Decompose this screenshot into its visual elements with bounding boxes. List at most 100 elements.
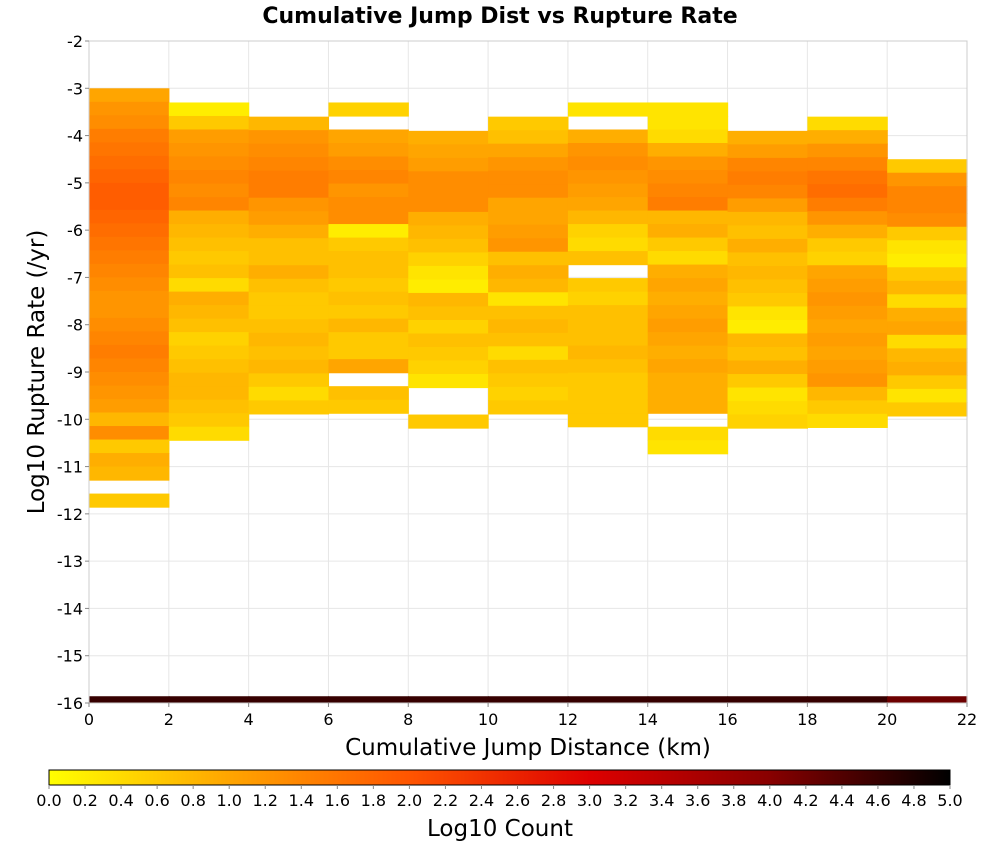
heatmap-cell <box>887 267 968 282</box>
heatmap-cell <box>647 426 729 441</box>
heatmap-cell <box>89 453 170 468</box>
heatmap-cell <box>727 238 808 254</box>
heatmap-cell <box>408 184 489 199</box>
heatmap-cell <box>887 253 968 268</box>
heatmap-cell <box>567 345 649 360</box>
chart-title: Cumulative Jump Dist vs Rupture Rate <box>262 4 737 29</box>
heatmap-cell <box>807 400 888 415</box>
heatmap-cell <box>89 88 170 103</box>
heatmap-cell <box>567 129 649 144</box>
heatmap-cell <box>89 399 170 414</box>
colorbar-tick-label: 0.0 <box>36 791 61 810</box>
heatmap-cell <box>727 319 808 335</box>
heatmap-cell <box>807 278 888 293</box>
colorbar-tick-label: 3.0 <box>577 791 602 810</box>
y-axis-label: Log10 Rupture Rate (/yr) <box>24 230 50 515</box>
heatmap-cell <box>727 279 808 294</box>
heatmap-cell <box>488 197 569 212</box>
heatmap-cell <box>89 385 170 400</box>
heatmap-cell <box>567 197 649 212</box>
heatmap-cell <box>408 171 489 186</box>
heatmap-cell <box>887 294 968 309</box>
heatmap-cell <box>727 360 808 375</box>
heatmap-cell <box>647 115 729 131</box>
heatmap-cell <box>248 130 330 145</box>
heatmap-cell <box>248 116 330 131</box>
heatmap-cell <box>727 171 808 186</box>
heatmap-cell <box>168 224 250 239</box>
heatmap-cell <box>887 696 968 703</box>
heatmap-cell <box>168 345 250 360</box>
heatmap-cell <box>727 184 808 199</box>
heatmap-cell <box>567 156 649 171</box>
heatmap-cell <box>168 197 250 212</box>
heatmap-cell <box>328 264 409 279</box>
heatmap-cell <box>408 252 489 267</box>
heatmap-cell <box>89 493 170 508</box>
heatmap-cell <box>488 373 569 388</box>
heatmap-cell <box>89 223 170 238</box>
heatmap-cell <box>168 413 250 428</box>
heatmap-cell <box>567 359 649 374</box>
heatmap-cell <box>567 372 649 387</box>
heatmap-cell <box>408 374 489 389</box>
heatmap-cell <box>727 374 808 389</box>
heatmap-cell <box>89 101 170 116</box>
heatmap-cell <box>647 318 729 333</box>
heatmap-cell <box>89 142 170 157</box>
colorbar-tick-label: 1.4 <box>289 791 314 810</box>
heatmap-cell <box>248 400 330 415</box>
heatmap-cell <box>408 238 489 254</box>
heatmap-cell <box>408 292 489 308</box>
x-axis-label: Cumulative Jump Distance (km) <box>345 735 711 761</box>
heatmap-cell <box>567 696 649 703</box>
heatmap-cell <box>328 251 409 266</box>
heatmap-cell <box>408 319 489 335</box>
heatmap-cell <box>408 211 489 227</box>
heatmap-cell <box>647 345 729 360</box>
colorbar-tick-label: 5.0 <box>937 791 962 810</box>
x-tick-label: 10 <box>478 710 498 729</box>
heatmap-cell <box>567 332 649 347</box>
heatmap-cell <box>168 318 250 333</box>
heatmap-cell <box>488 400 569 415</box>
y-tick-label: -16 <box>57 694 83 713</box>
heatmap-cell <box>248 319 330 334</box>
heatmap-cell <box>168 386 250 401</box>
heatmap-cell <box>328 399 409 414</box>
heatmap-cell <box>887 199 968 214</box>
heatmap-cell <box>887 213 968 228</box>
heatmap-cell <box>567 386 649 401</box>
colorbar-tick-label: 2.0 <box>397 791 422 810</box>
heatmap-cell <box>567 399 649 414</box>
heatmap-cell <box>647 359 729 374</box>
heatmap-cell <box>168 115 250 131</box>
heatmap-cell <box>807 305 888 320</box>
heatmap-cell <box>727 265 808 281</box>
y-tick-label: -14 <box>57 599 83 618</box>
colorbar-tick-label: 1.8 <box>361 791 386 810</box>
heatmap-cell <box>887 280 968 295</box>
heatmap-cell <box>89 304 170 319</box>
heatmap-cell <box>328 210 409 225</box>
heatmap-cell <box>727 696 808 703</box>
heatmap-cell <box>168 183 250 198</box>
colorbar-tick-label: 2.4 <box>469 791 494 810</box>
colorbar-tick-label: 3.4 <box>649 791 674 810</box>
heatmap-cell <box>168 237 250 252</box>
y-tick-label: -11 <box>57 458 83 477</box>
colorbar-tick-label: 4.8 <box>901 791 926 810</box>
heatmap-cell <box>807 332 888 347</box>
heatmap-cell <box>807 359 888 374</box>
colorbar-tick-label: 1.6 <box>325 791 350 810</box>
heatmap-cell <box>567 102 649 117</box>
colorbar-tick-label: 3.6 <box>685 791 710 810</box>
heatmap-cell <box>807 696 888 703</box>
heatmap-cell <box>807 413 888 428</box>
heatmap-cell <box>89 290 170 306</box>
heatmap-cell <box>567 237 649 252</box>
heatmap-cell <box>567 413 649 428</box>
heatmap-cell <box>647 170 729 185</box>
heatmap-cell <box>408 144 489 159</box>
heatmap-cell <box>887 307 968 322</box>
